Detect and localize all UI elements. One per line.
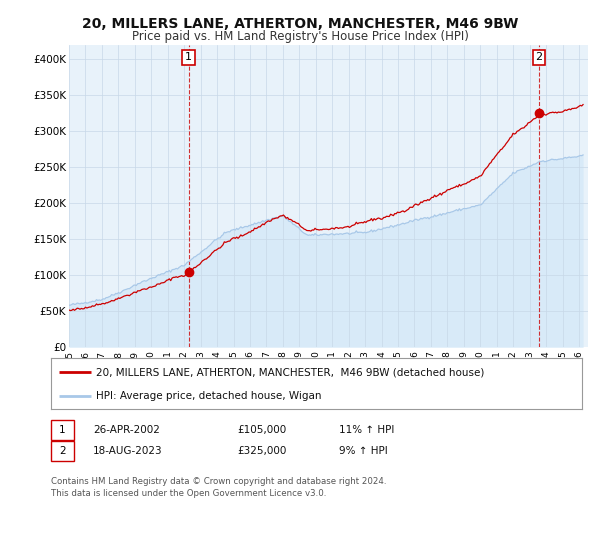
Text: 1: 1 — [59, 425, 66, 435]
Text: £105,000: £105,000 — [237, 425, 286, 435]
Text: £325,000: £325,000 — [237, 446, 286, 456]
Text: 11% ↑ HPI: 11% ↑ HPI — [339, 425, 394, 435]
Text: 20, MILLERS LANE, ATHERTON, MANCHESTER,  M46 9BW (detached house): 20, MILLERS LANE, ATHERTON, MANCHESTER, … — [96, 367, 485, 377]
Text: 2: 2 — [536, 52, 542, 62]
Text: 26-APR-2002: 26-APR-2002 — [93, 425, 160, 435]
Text: 18-AUG-2023: 18-AUG-2023 — [93, 446, 163, 456]
Text: 2: 2 — [59, 446, 66, 456]
Text: 1: 1 — [185, 52, 192, 62]
Text: 9% ↑ HPI: 9% ↑ HPI — [339, 446, 388, 456]
Text: Contains HM Land Registry data © Crown copyright and database right 2024.
This d: Contains HM Land Registry data © Crown c… — [51, 477, 386, 498]
Text: HPI: Average price, detached house, Wigan: HPI: Average price, detached house, Wiga… — [96, 391, 322, 401]
Text: 20, MILLERS LANE, ATHERTON, MANCHESTER, M46 9BW: 20, MILLERS LANE, ATHERTON, MANCHESTER, … — [82, 17, 518, 31]
Text: Price paid vs. HM Land Registry's House Price Index (HPI): Price paid vs. HM Land Registry's House … — [131, 30, 469, 43]
